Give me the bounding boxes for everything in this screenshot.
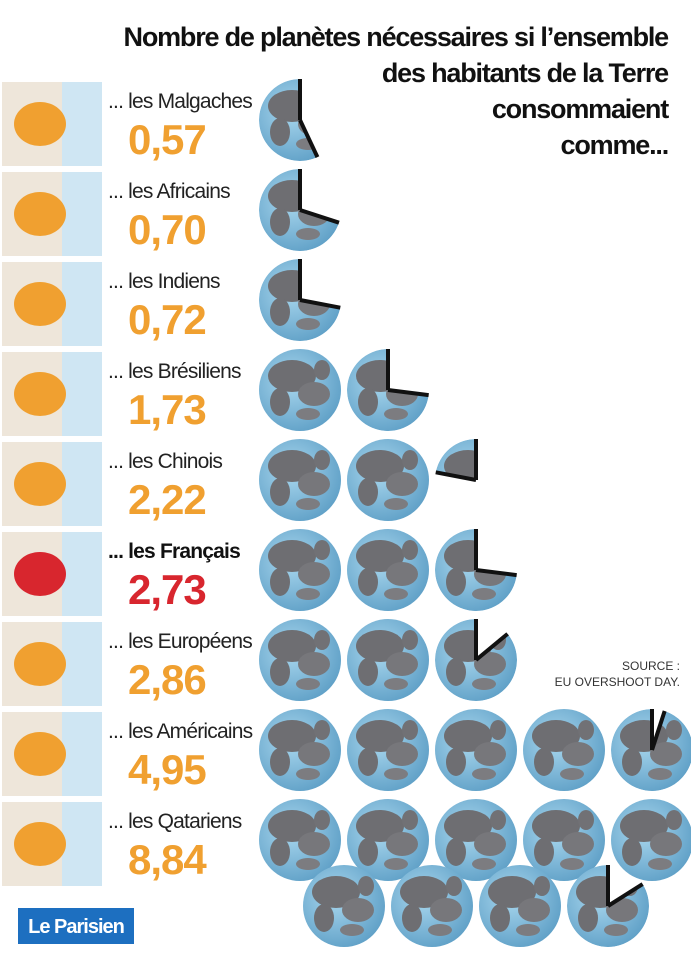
globe xyxy=(435,799,517,881)
globe xyxy=(259,439,341,521)
globe xyxy=(391,865,473,947)
globe-edge xyxy=(299,298,341,310)
source: EU OVERSHOOT DAY. xyxy=(555,675,680,689)
globe xyxy=(347,619,429,701)
value-label: 0,72 xyxy=(128,296,206,343)
globe-group xyxy=(259,709,691,791)
globe-edge xyxy=(299,208,340,225)
value-label: 2,73 xyxy=(128,566,206,613)
globe-edge xyxy=(298,119,320,158)
value-label: 2,86 xyxy=(128,656,206,703)
category-label: ... les Chinois xyxy=(108,450,222,473)
globe xyxy=(435,709,517,791)
globe xyxy=(303,865,385,947)
globe-group xyxy=(259,799,691,947)
map-country xyxy=(14,462,66,506)
title-line: comme... xyxy=(561,130,668,160)
category-label: ... les Africains xyxy=(108,180,230,203)
globe-group xyxy=(259,529,517,611)
globe xyxy=(523,799,605,881)
map-country xyxy=(14,282,66,326)
title-line: Nombre de planètes nécessaires si l’ense… xyxy=(124,22,670,52)
map-country xyxy=(14,822,66,866)
category-label: ... les Indiens xyxy=(108,270,220,293)
globe-edge xyxy=(606,882,644,908)
globe xyxy=(611,799,691,881)
globe xyxy=(347,799,429,881)
globe xyxy=(259,349,341,431)
category-label: ... les Qatariens xyxy=(108,810,242,833)
logo: Le Parisien xyxy=(28,916,124,938)
globe xyxy=(347,529,429,611)
globe-group xyxy=(259,619,517,701)
category-label: ... les Américains xyxy=(108,720,253,743)
globe xyxy=(347,439,429,521)
map-country xyxy=(14,102,66,146)
globe-edge xyxy=(650,710,667,751)
value-label: 2,22 xyxy=(128,476,206,523)
globe-edge xyxy=(435,470,477,482)
globe-edge xyxy=(475,568,517,578)
globe-group xyxy=(259,169,340,251)
globe xyxy=(259,619,341,701)
globe xyxy=(259,529,341,611)
logo-box xyxy=(18,908,134,944)
globe xyxy=(523,709,605,791)
value-label: 8,84 xyxy=(128,836,207,883)
category-label: ... les Brésiliens xyxy=(108,360,241,383)
globe-group xyxy=(259,349,429,431)
category-label: ... les Français xyxy=(108,540,240,563)
globe xyxy=(479,865,561,947)
globe-group xyxy=(259,259,341,341)
map-country xyxy=(14,372,66,416)
map-country xyxy=(14,732,66,776)
globe xyxy=(259,709,341,791)
value-label: 0,57 xyxy=(128,116,206,163)
value-label: 4,95 xyxy=(128,746,206,793)
globe xyxy=(259,799,341,881)
category-label: ... les Européens xyxy=(108,630,252,653)
value-label: 0,70 xyxy=(128,206,206,253)
map-country xyxy=(14,192,66,236)
category-label: ... les Malgaches xyxy=(108,90,252,113)
map-country xyxy=(14,552,66,596)
title-line: des habitants de la Terre xyxy=(382,58,669,88)
source: SOURCE : xyxy=(622,659,680,673)
globe xyxy=(347,709,429,791)
globe-group xyxy=(259,439,478,521)
globe-edge xyxy=(474,632,509,662)
map-country xyxy=(14,642,66,686)
title-line: consommaient xyxy=(492,94,669,124)
globe xyxy=(435,439,476,480)
value-label: 1,73 xyxy=(128,386,206,433)
globe-edge xyxy=(387,388,429,398)
globe-group xyxy=(259,79,320,161)
